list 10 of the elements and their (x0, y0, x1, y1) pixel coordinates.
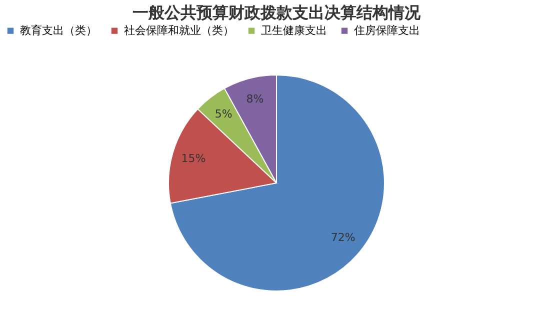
legend-label: 社会保障和就业（类） (124, 24, 234, 37)
legend-label: 卫生健康支出 (261, 24, 327, 37)
pie-slice (170, 74, 385, 292)
chart-title: 一般公共预算财政拨款支出决算结构情况 (132, 3, 422, 22)
legend-label: 教育支出（类） (20, 24, 97, 37)
data-label: 8% (246, 92, 264, 106)
data-label: 72% (330, 231, 356, 244)
legend-label: 住房保障支出 (354, 24, 420, 37)
data-label: 15% (181, 152, 206, 165)
data-label: 5% (214, 108, 232, 121)
